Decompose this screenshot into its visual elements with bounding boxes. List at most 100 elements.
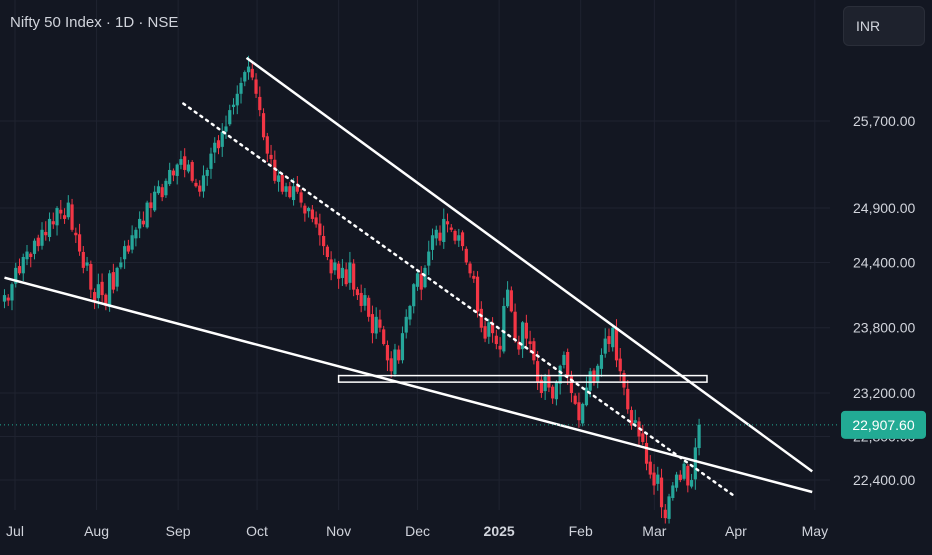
candle-down	[322, 236, 326, 247]
candle-up	[584, 387, 589, 406]
candle-down	[614, 327, 619, 361]
candle-up	[235, 93, 239, 106]
price-axis[interactable]: 25,700.00 24,900.00 24,400.00 23,800.00 23,2…	[841, 113, 926, 488]
candle-down	[183, 156, 187, 170]
candle-down	[438, 232, 442, 241]
symbol-title[interactable]: Nifty 50 Index · 1D · NSE	[10, 14, 179, 31]
y-tick-label: 23,200.00	[853, 385, 915, 401]
candle-up	[224, 126, 228, 132]
candle-down	[288, 186, 292, 198]
candle-up	[671, 485, 675, 498]
candle-down	[494, 335, 498, 345]
candle-down	[280, 174, 284, 192]
candle-up	[588, 371, 592, 391]
candle-down	[70, 204, 74, 230]
candle-down	[269, 154, 273, 160]
candle-down	[111, 272, 115, 290]
candle-up	[427, 251, 431, 266]
candle-down	[513, 311, 517, 339]
candle-down	[51, 221, 55, 225]
candle-down	[295, 185, 299, 192]
candle-down	[524, 322, 528, 339]
candle-down	[569, 375, 574, 393]
candle-up	[115, 267, 119, 287]
candle-down	[36, 237, 40, 247]
candle-down	[250, 68, 254, 78]
last-price-tag[interactable]	[841, 410, 926, 439]
y-tick-label: 25,700.00	[853, 113, 915, 129]
candle-up	[434, 229, 438, 239]
candle-up	[307, 208, 311, 212]
candle-up	[599, 354, 604, 369]
candle-down	[618, 358, 622, 372]
candle-up	[134, 229, 138, 239]
time-axis[interactable]: Jul Aug Sep Oct Nov Dec 2025 Feb Mar Apr May	[6, 523, 828, 539]
candle-down	[663, 509, 667, 519]
candle-down	[44, 231, 48, 236]
candle-down	[149, 202, 153, 209]
candle-down	[314, 217, 318, 225]
candle-up	[40, 229, 44, 246]
candle-down	[573, 395, 577, 404]
candle-up	[130, 235, 134, 250]
candle-up	[430, 235, 435, 250]
candle-down	[397, 349, 401, 361]
candle-down	[359, 292, 363, 306]
candle-down	[686, 465, 690, 486]
candle-down	[89, 263, 93, 290]
candle-up	[85, 262, 89, 266]
candle-up	[697, 424, 701, 449]
y-tick-label: 22,400.00	[853, 472, 915, 488]
candle-up	[554, 382, 559, 400]
candle-down	[528, 341, 532, 345]
candle-down	[607, 336, 611, 345]
candle-down	[648, 461, 652, 475]
candle-up	[543, 376, 547, 392]
candle-down	[216, 140, 221, 149]
candle-down	[378, 319, 382, 328]
candle-down	[382, 329, 386, 345]
middle-dotted-trendline[interactable]	[182, 102, 735, 497]
upper-trendline[interactable]	[245, 56, 813, 473]
candle-down	[577, 402, 581, 421]
candle-down	[261, 113, 266, 138]
candle-down	[337, 263, 341, 279]
candle-up	[333, 262, 337, 271]
candle-up	[348, 262, 352, 283]
candle-up	[667, 496, 671, 519]
candle-down	[389, 358, 393, 372]
y-tick-label: 23,800.00	[853, 320, 915, 336]
candle-up	[442, 218, 446, 242]
candle-down	[81, 251, 85, 268]
drawings-layer[interactable]	[0, 56, 840, 497]
candle-down	[329, 259, 333, 274]
support-zone-rectangle[interactable]	[337, 374, 708, 383]
lower-trendline[interactable]	[4, 276, 813, 494]
candle-up	[205, 169, 209, 176]
candle-up	[656, 474, 660, 484]
candle-down	[160, 187, 164, 198]
candle-down	[77, 234, 82, 252]
x-tick-label: Oct	[246, 523, 268, 539]
candle-down	[6, 297, 10, 301]
candle-down	[551, 386, 555, 399]
y-tick-label: 24,900.00	[853, 200, 915, 216]
candle-up	[633, 420, 637, 423]
candle-down	[29, 253, 33, 257]
x-tick-label: Apr	[725, 523, 747, 539]
candle-down	[344, 269, 348, 285]
candle-up	[558, 365, 562, 384]
candle-down	[265, 136, 269, 154]
candle-down	[453, 230, 457, 241]
currency-button[interactable]: INR	[843, 6, 925, 46]
candle-up	[138, 218, 142, 229]
x-tick-label: Sep	[166, 523, 191, 539]
candle-up	[47, 218, 52, 237]
x-tick-label: Nov	[326, 523, 351, 539]
candle-down	[652, 472, 656, 486]
candle-up	[340, 267, 344, 278]
candle-up	[209, 153, 213, 169]
candle-down	[194, 182, 198, 187]
candle-down	[385, 345, 390, 361]
